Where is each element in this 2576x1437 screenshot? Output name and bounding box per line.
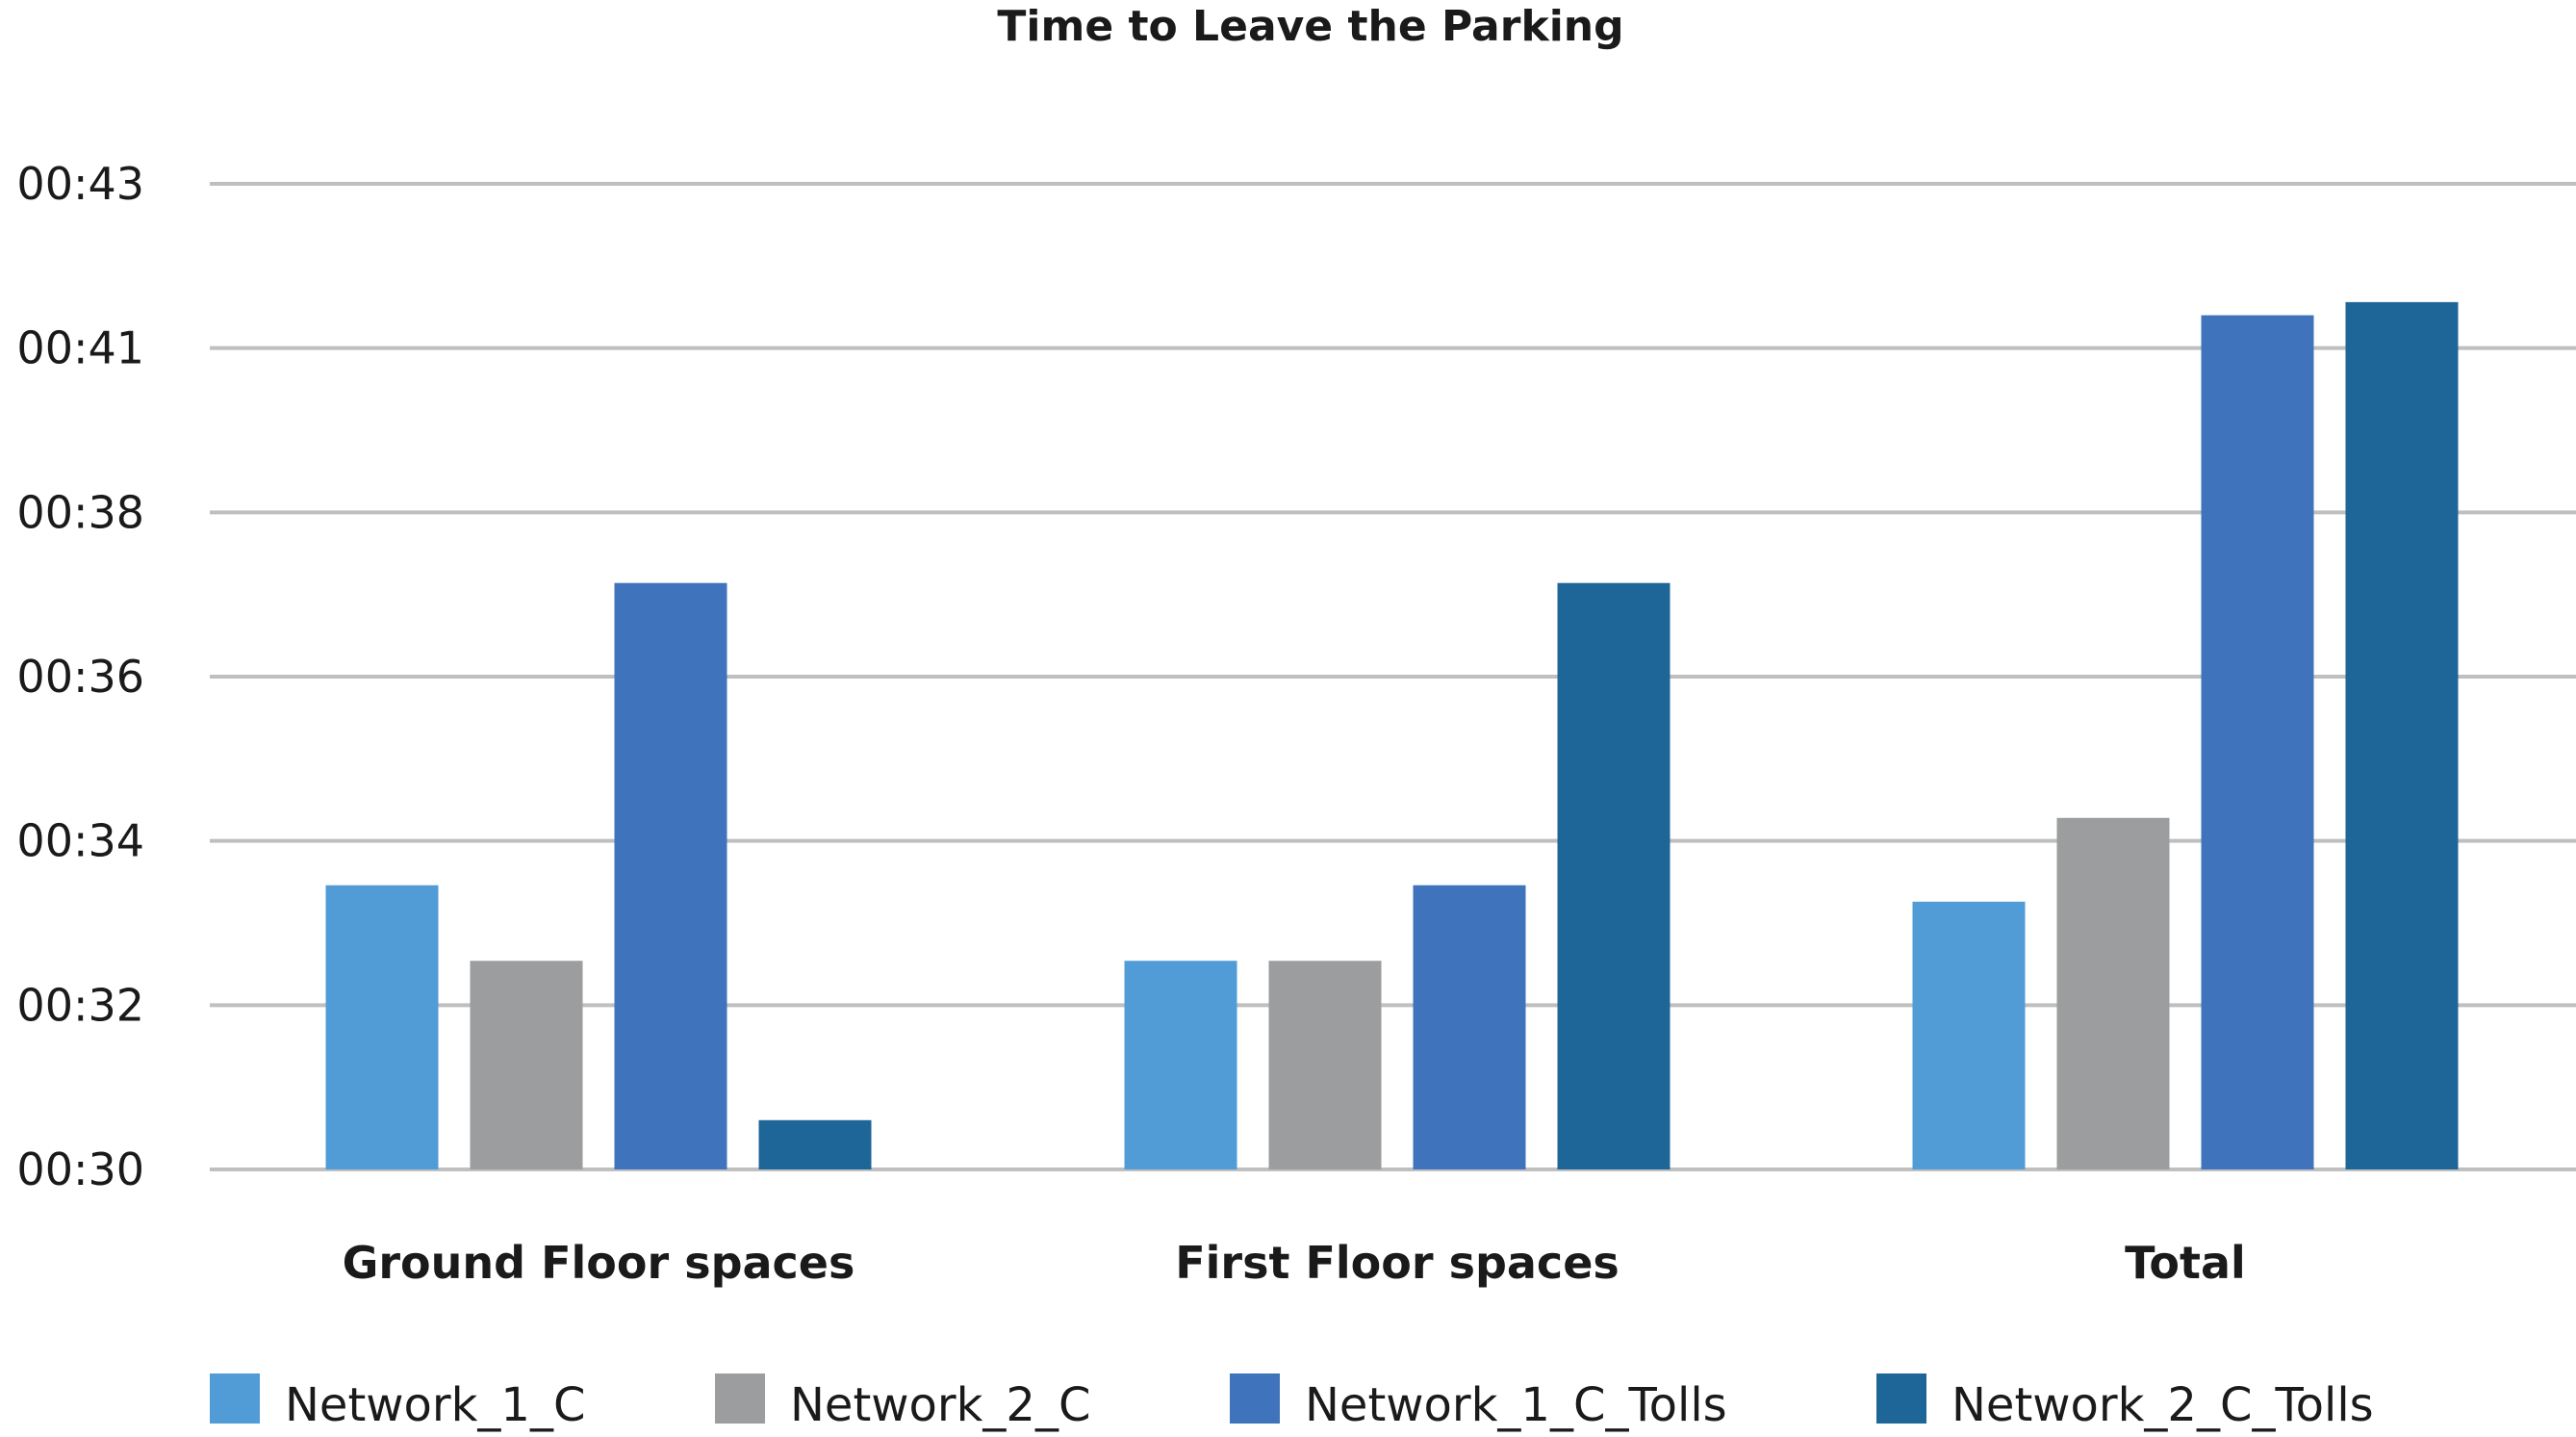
bar: [2201, 315, 2314, 1169]
y-axis-ticks: 00:30 00:32 00:34 00:36 00:38 00:41 00:43: [16, 158, 144, 1195]
x-category-label: Ground Floor spaces: [343, 1237, 855, 1289]
y-tick-label: 00:38: [16, 486, 144, 538]
y-tick-label: 00:36: [16, 651, 144, 703]
y-tick-label: 00:30: [16, 1143, 144, 1195]
bar: [758, 1119, 872, 1169]
bar: [2345, 301, 2459, 1169]
legend-label: Network_1_C: [285, 1378, 585, 1432]
legend-swatch: [210, 1373, 260, 1424]
legend: Network_1_C Network_2_C Network_1_C_Tolls N…: [210, 1373, 2374, 1432]
bar: [1268, 961, 1382, 1169]
chart-title: Time to Leave the Parking: [997, 2, 1623, 51]
bar: [1557, 582, 1671, 1169]
legend-label: Network_2_C: [790, 1378, 1090, 1432]
bar: [1124, 961, 1237, 1169]
x-axis-categories: Ground Floor spaces First Floor spaces Tot…: [343, 1237, 2246, 1289]
gridlines: [210, 182, 2576, 1171]
legend-swatch: [1876, 1373, 1926, 1424]
legend-label: Network_1_C_Tolls: [1305, 1378, 1727, 1432]
y-tick-label: 00:32: [16, 979, 144, 1031]
bar: [325, 885, 439, 1169]
legend-swatch: [715, 1373, 765, 1424]
bar: [2056, 817, 2170, 1169]
bars: [325, 301, 2459, 1169]
x-category-label: Total: [2125, 1237, 2246, 1289]
bar: [470, 961, 583, 1169]
bar: [614, 582, 727, 1169]
legend-label: Network_2_C_Tolls: [1951, 1378, 2374, 1432]
x-category-label: First Floor spaces: [1175, 1237, 1620, 1289]
y-tick-label: 00:34: [16, 815, 144, 867]
bar: [1912, 901, 2026, 1169]
bar: [1413, 885, 1526, 1169]
legend-swatch: [1230, 1373, 1280, 1424]
y-tick-label: 00:43: [16, 158, 144, 210]
y-tick-label: 00:41: [16, 322, 144, 374]
